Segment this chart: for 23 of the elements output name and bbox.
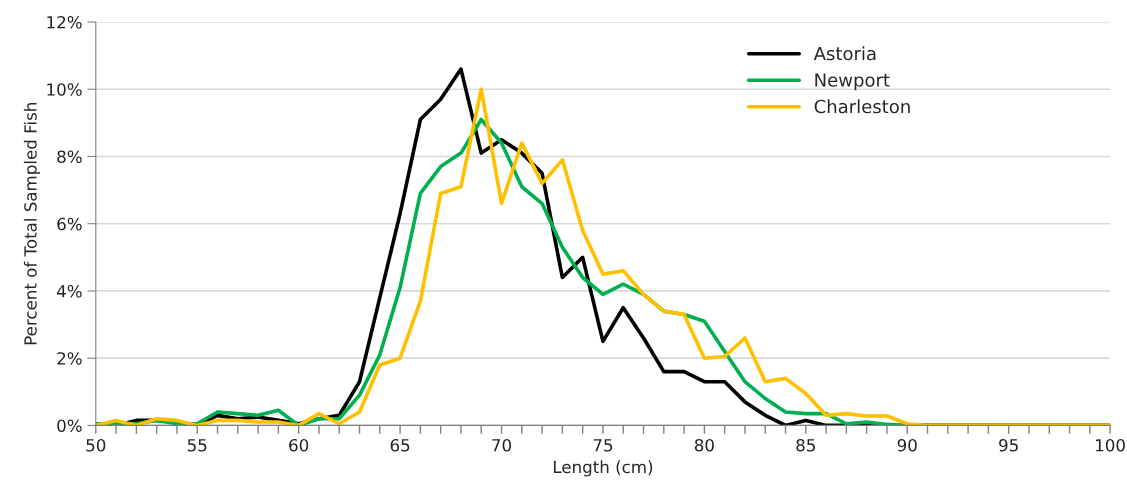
y-tick-label: 2% <box>57 352 82 365</box>
x-axis-title: Length (cm) <box>553 460 653 477</box>
y-tick-label: 10% <box>47 83 82 96</box>
legend-label: Astoria <box>813 46 876 61</box>
x-tick-label: 100 <box>1096 438 1125 452</box>
x-tick-label: 80 <box>694 438 714 452</box>
x-tick-label: 85 <box>796 438 815 452</box>
x-tick-label: 55 <box>187 439 207 452</box>
x-tick-label: 60 <box>289 438 309 452</box>
x-tick-label: 50 <box>86 438 106 452</box>
y-tick-label: 12% <box>47 15 82 29</box>
legend-label: Newport <box>815 73 890 91</box>
x-tick-label: 90 <box>897 438 917 452</box>
y-tick-label: 4% <box>56 284 82 298</box>
x-tick-label: 70 <box>492 438 512 452</box>
y-tick-label: 8% <box>57 150 82 164</box>
y-tick-label: 6% <box>57 217 82 231</box>
x-tick-label: 75 <box>593 439 613 452</box>
y-tick-label: 0% <box>57 419 82 432</box>
x-tick-label: 95 <box>999 438 1018 452</box>
y-axis-title: Percent of Total Sampled Fish <box>23 103 40 345</box>
legend-label: Charleston <box>814 99 910 114</box>
x-tick-label: 65 <box>390 438 410 452</box>
